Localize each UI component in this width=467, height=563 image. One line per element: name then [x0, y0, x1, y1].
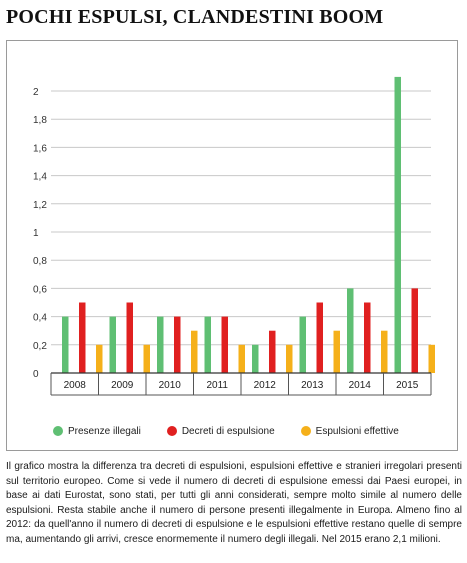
- legend-item-espulsioni: Espulsioni effettive: [300, 425, 399, 437]
- bar-chart: 0 0,2 0,4 0,6 0,8 1 1,2 1,4 1,6 1,8 2 2008 2009 2010 2…: [33, 76, 435, 396]
- bar-espulsioni: [143, 344, 150, 373]
- chart-frame: 0 0,2 0,4 0,6 0,8 1 1,2 1,4 1,6 1,8 2 2008 2009 2010 2…: [6, 40, 458, 451]
- legend: Presenze illegali Decreti di espulsione …: [53, 423, 433, 439]
- bar-presenze: [204, 316, 211, 373]
- x-tick-label: 2008: [64, 380, 87, 391]
- bar-decreti: [316, 302, 323, 373]
- x-tick-label: 2013: [301, 380, 324, 391]
- bar-decreti: [364, 302, 371, 373]
- y-tick-label: 2: [33, 87, 39, 98]
- legend-dot-green: [53, 426, 63, 436]
- bar-presenze: [109, 316, 116, 373]
- x-tick-label: 2012: [254, 380, 277, 391]
- bar-espulsioni: [333, 330, 340, 373]
- headline: POCHI ESPULSI, CLANDESTINI BOOM: [6, 6, 384, 28]
- bar-espulsioni: [96, 344, 103, 373]
- y-tick-label: 0,4: [33, 313, 47, 324]
- x-tick-label: 2014: [349, 380, 372, 391]
- bar-espulsioni: [428, 344, 435, 373]
- bar-espulsioni: [286, 344, 293, 373]
- bar-presenze: [299, 316, 306, 373]
- legend-label: Presenze illegali: [68, 425, 141, 437]
- bar-presenze: [62, 316, 69, 373]
- x-tick-label: 2010: [159, 380, 182, 391]
- x-tick-label: 2015: [396, 380, 419, 391]
- legend-label: Decreti di espulsione: [181, 425, 275, 437]
- y-tick-label: 1,6: [33, 143, 47, 154]
- bar-decreti: [174, 316, 181, 373]
- y-tick-label: 0,2: [33, 341, 47, 352]
- x-tick-label: 2011: [206, 380, 228, 391]
- y-tick-label: 1,8: [33, 115, 47, 126]
- bar-presenze: [252, 344, 259, 373]
- legend-dot-red: [166, 426, 177, 436]
- bar-decreti: [221, 316, 228, 373]
- legend-item-decreti: Decreti di espulsione: [166, 425, 275, 437]
- bar-presenze: [394, 76, 401, 374]
- legend-item-presenze: Presenze illegali: [53, 426, 141, 437]
- axis-layer: 0 0,2 0,4 0,6 0,8 1 1,2 1,4 1,6 1,8 2 2008 2009 2010 2…: [33, 87, 432, 396]
- grid-layer: [51, 90, 431, 346]
- legend-dot-orange: [300, 426, 311, 436]
- bar-presenze: [347, 288, 354, 373]
- bar-decreti: [126, 302, 133, 373]
- bar-presenze: [157, 316, 164, 373]
- y-tick-label: 1,4: [33, 172, 47, 183]
- x-tick-label: 2009: [111, 380, 134, 391]
- y-tick-label: 1,2: [33, 200, 47, 211]
- bar-decreti: [79, 302, 86, 373]
- y-tick-label: 0,8: [33, 256, 47, 267]
- legend-label: Espulsioni effettive: [315, 425, 399, 437]
- chart-caption: Il grafico mostra la differenza tra decr…: [6, 461, 462, 545]
- bar-espulsioni: [191, 330, 198, 373]
- y-tick-label: 0: [33, 369, 39, 380]
- bar-espulsioni: [381, 330, 388, 373]
- bar-decreti: [269, 330, 276, 373]
- bar-decreti: [411, 288, 418, 373]
- y-tick-label: 0,6: [33, 284, 47, 295]
- bar-espulsioni: [238, 344, 245, 373]
- y-tick-label: 1: [33, 228, 39, 239]
- bars-layer: [62, 76, 435, 374]
